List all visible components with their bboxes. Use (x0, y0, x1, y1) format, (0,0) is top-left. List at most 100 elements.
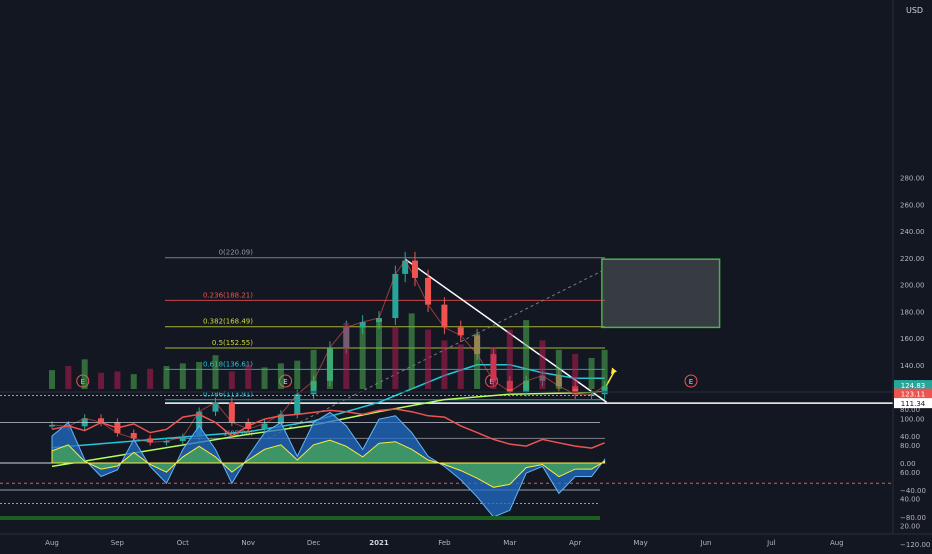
fib-label-3: 0.5(152.55) (212, 339, 253, 347)
candle-body-8 (179, 437, 186, 442)
osc-tick-1: 80.00 (900, 406, 920, 414)
volume-bar-24 (441, 340, 448, 389)
earnings-label-3: E (689, 378, 693, 386)
time-axis[interactable]: Aug Sep Oct Nov Dec 2021 Feb Mar Apr May Jun Jul Aug (45, 539, 843, 547)
volume-bar-0 (49, 370, 55, 389)
volume-bar-30 (539, 340, 546, 389)
time-label-3: Nov (241, 539, 255, 547)
osc-tick-5: −80.00 (900, 514, 926, 522)
price-tick-10: 80.00 (900, 442, 920, 450)
candle-body-9 (196, 411, 203, 438)
osc-red-line (51, 408, 605, 449)
projection-box (601, 258, 721, 329)
osc-tick-3: 0.00 (900, 460, 916, 468)
arrow-up-head (611, 367, 617, 375)
price-axis[interactable]: USD 280.00 260.00 240.00 220.00 200.00 180.00… (900, 6, 925, 530)
volume-bar-4 (114, 371, 121, 389)
fib-label-5: 0.786(113.91) (203, 391, 253, 399)
price-tag-label-2: 111.34 (901, 400, 926, 408)
candle-body-6 (147, 438, 154, 443)
fib-label-2: 0.382(168.49) (203, 318, 253, 326)
candle-body-13 (261, 423, 268, 429)
volume-bar-2 (81, 359, 88, 389)
volume-bar-23 (425, 329, 432, 389)
candle-body-3 (98, 418, 105, 423)
price-tag-label-0: 124.83 (901, 382, 926, 390)
candle-body-5 (130, 433, 137, 439)
price-tag-box-1 (894, 388, 932, 399)
osc-status-bar (0, 516, 600, 520)
time-label-4: Dec (307, 539, 321, 547)
volume-bar-12 (245, 364, 252, 389)
time-label-1: Sep (111, 539, 125, 547)
time-label-6: Feb (438, 539, 451, 547)
fib-label-6: 1(85.00) (223, 429, 253, 437)
price-tick-7: 140.00 (900, 362, 925, 370)
price-tick-3: 220.00 (900, 255, 925, 263)
price-tick-5: 180.00 (900, 308, 925, 316)
price-tag-label-1: 123.11 (901, 391, 926, 399)
price-tick-0: 280.00 (900, 175, 925, 183)
candle-body-22 (402, 260, 409, 274)
price-line (51, 259, 605, 443)
time-label-10: Jun (700, 539, 712, 547)
price-axis-unit: USD (906, 6, 923, 15)
volume-bar-28 (506, 329, 513, 389)
osc-band-area (51, 439, 606, 488)
volume-bar-11 (228, 371, 235, 389)
time-label-7: Mar (503, 539, 516, 547)
time-label-5: 2021 (369, 539, 389, 547)
volume-bar-13 (261, 367, 268, 389)
volume-bar-8 (179, 363, 186, 389)
volume-bar-21 (392, 326, 399, 389)
price-tick-4: 200.00 (900, 282, 925, 290)
oscillator-pane (0, 395, 893, 520)
time-label-2: Oct (177, 539, 189, 547)
candle-body-23 (411, 260, 418, 278)
volume-bar-18 (343, 322, 350, 389)
candle-body-35 (601, 386, 608, 395)
candle-body-21 (392, 273, 399, 319)
candle-body-10 (212, 402, 219, 412)
time-label-0: Aug (45, 539, 59, 547)
volume-bar-25 (457, 344, 464, 389)
price-tick-1: 260.00 (900, 201, 925, 209)
volume-bar-5 (130, 374, 137, 389)
price-tick-2: 240.00 (900, 228, 925, 236)
ma-long-line (51, 390, 605, 468)
candle-body-11 (228, 402, 235, 423)
price-tick-11: 60.00 (900, 469, 920, 477)
osc-tick-6: −120.00 (900, 541, 930, 549)
osc-tick-2: 40.00 (900, 433, 920, 441)
candle-body-7 (163, 441, 170, 443)
volume-bar-10 (212, 355, 219, 389)
candle-body-26 (457, 327, 464, 336)
price-tick-9: 100.00 (900, 415, 925, 423)
volume-bar-32 (572, 353, 579, 389)
candle-body-33 (572, 386, 579, 395)
time-label-8: Apr (569, 539, 581, 547)
fib-label-4: 0.618(136.61) (203, 360, 253, 368)
time-label-9: May (633, 539, 647, 547)
volume-bar-34 (601, 349, 608, 389)
volume-bar-1 (65, 366, 72, 389)
volume-bar-15 (294, 360, 301, 389)
volume-bar-26 (474, 333, 481, 389)
earnings-marker-3 (684, 374, 698, 388)
candle-body-14 (277, 414, 284, 424)
time-label-11: Jul (766, 539, 776, 547)
price-tag-box-2 (894, 398, 932, 409)
candle-body-34 (588, 394, 595, 396)
candle-body-20 (376, 318, 382, 323)
earnings-label-1: E (283, 378, 287, 386)
volume-bar-6 (147, 368, 154, 389)
volume-bar-33 (588, 357, 595, 389)
fib-label-1: 0.236(188.21) (203, 291, 253, 299)
volume-bar-22 (408, 313, 415, 389)
volume-bar-9 (196, 362, 203, 389)
volume-bar-17 (326, 347, 333, 389)
